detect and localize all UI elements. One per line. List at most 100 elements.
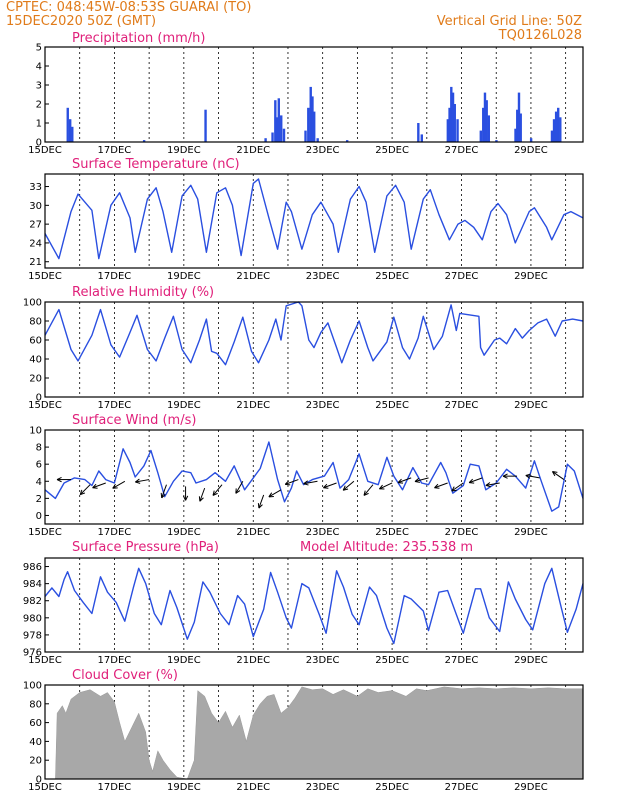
x-tick-label: 21DEC: [236, 271, 270, 282]
wind-arrow: [235, 481, 244, 494]
x-tick-label: 21DEC: [236, 782, 270, 793]
y-tick-label: 33: [29, 182, 42, 193]
precip-bar: [514, 128, 517, 142]
x-tick-label: 23DEC: [306, 145, 340, 156]
x-tick-label: 29DEC: [514, 400, 548, 411]
wind-arrow-head: [79, 489, 83, 495]
x-tick-label: 15DEC: [28, 271, 62, 282]
x-tick-label: 15DEC: [28, 527, 62, 538]
plot-frame: [44, 429, 584, 525]
y-tick-label: 3: [36, 81, 42, 92]
x-tick-label: 17DEC: [98, 271, 132, 282]
plot-frame: [44, 301, 584, 398]
wind-arrow: [323, 482, 337, 489]
wind-arrow-head: [414, 477, 420, 482]
wind-arrow: [485, 482, 500, 486]
y-tick-label: 40: [29, 737, 42, 748]
y-tick-label: 976: [23, 648, 42, 659]
wind-arrow: [363, 484, 374, 496]
x-tick-label: 19DEC: [167, 527, 201, 538]
header-grid-note: Vertical Grid Line: 50Z: [437, 14, 582, 29]
x-tick-label: 17DEC: [98, 527, 132, 538]
x-tick-label: 29DEC: [514, 655, 548, 666]
wind-arrow-head: [323, 487, 329, 489]
precip-bar: [311, 96, 314, 142]
wind-arrow: [258, 494, 265, 509]
precip-bar: [304, 130, 307, 142]
wind-arrow-head: [135, 478, 140, 483]
wind-arrow: [79, 484, 91, 495]
wind-arrow-head: [303, 480, 309, 485]
precip-bar: [487, 115, 490, 142]
x-tick-label: 19DEC: [167, 145, 201, 156]
x-tick-label: 15DEC: [28, 400, 62, 411]
x-tick-label: 19DEC: [167, 655, 201, 666]
wind-arrow-head: [502, 475, 508, 479]
y-tick-label: 8: [36, 443, 42, 454]
wind-arrow-head: [323, 483, 328, 489]
x-tick-label: 17DEC: [98, 145, 132, 156]
y-tick-label: 60: [29, 336, 42, 347]
x-tick-label: 23DEC: [306, 782, 340, 793]
x-tick-label: 23DEC: [306, 527, 340, 538]
precip-bar: [345, 140, 349, 142]
x-tick-label: 25DEC: [375, 145, 409, 156]
y-tick-label: 20: [29, 374, 42, 385]
x-tick-label: 21DEC: [236, 400, 270, 411]
x-tick-label: 25DEC: [375, 655, 409, 666]
wind-arrow-head: [363, 490, 366, 496]
x-tick-label: 29DEC: [514, 782, 548, 793]
y-tick-label: 5: [36, 43, 42, 54]
precip-bar: [451, 92, 455, 142]
wind-arrow-head: [56, 479, 62, 483]
x-tick-label: 29DEC: [514, 527, 548, 538]
header-location: CPTEC: 048:45W-08:53S GUARAI (TO): [6, 0, 251, 15]
x-tick-label: 29DEC: [514, 145, 548, 156]
y-tick-label: 4: [36, 62, 42, 73]
y-tick-label: 980: [23, 613, 42, 624]
model-altitude-label: Model Altitude: 235.538 m: [300, 540, 473, 555]
precip-bar: [420, 134, 423, 142]
wind-arrow-head: [160, 492, 163, 498]
x-tick-label: 17DEC: [98, 400, 132, 411]
precip-bar: [204, 109, 207, 142]
x-tick-label: 27DEC: [445, 655, 479, 666]
x-tick-label: 15DEC: [28, 782, 62, 793]
precip-bar: [482, 107, 485, 142]
wind-arrow-head: [161, 494, 166, 499]
precip-bar: [307, 107, 310, 142]
wind-arrow: [285, 479, 299, 485]
plot-frame: [44, 173, 584, 269]
wind-arrow: [414, 477, 429, 482]
wind-arrow-head: [268, 492, 273, 498]
precip-bar: [479, 130, 483, 142]
y-tick-label: 6: [36, 460, 42, 471]
wind-arrow-head: [212, 490, 215, 496]
plot-frame: [44, 684, 584, 780]
precipitation-panel: Precipitation (mm/h) 15DEC 17DEC 19DEC 21DE…: [28, 31, 584, 156]
precip-bar: [277, 98, 280, 142]
y-tick-label: 978: [23, 630, 42, 641]
precip-bar: [450, 86, 453, 142]
y-tick-label: 40: [29, 355, 42, 366]
wind-arrow-head: [451, 486, 455, 492]
wind-arrow-head: [414, 480, 421, 483]
wind-arrow-head: [257, 503, 260, 509]
wind-arrow: [135, 479, 150, 483]
wind-arrow: [552, 471, 565, 480]
wind-arrow-head: [552, 471, 558, 473]
x-tick-label: 27DEC: [445, 271, 479, 282]
wind-arrow: [342, 480, 355, 491]
y-tick-label: 1: [36, 119, 42, 130]
y-tick-label: 24: [29, 238, 42, 249]
precip-bar: [275, 117, 279, 142]
plot-frame: [44, 557, 584, 653]
wind-arrow-head: [342, 485, 346, 491]
panel-title: Relative Humidity (%): [72, 285, 214, 300]
y-tick-label: 30: [29, 201, 42, 212]
wind-arrow-head: [434, 487, 440, 489]
y-tick-label: 2: [36, 100, 42, 111]
precip-bar: [516, 109, 519, 142]
cloud-area: [55, 686, 584, 780]
x-tick-label: 27DEC: [445, 527, 479, 538]
